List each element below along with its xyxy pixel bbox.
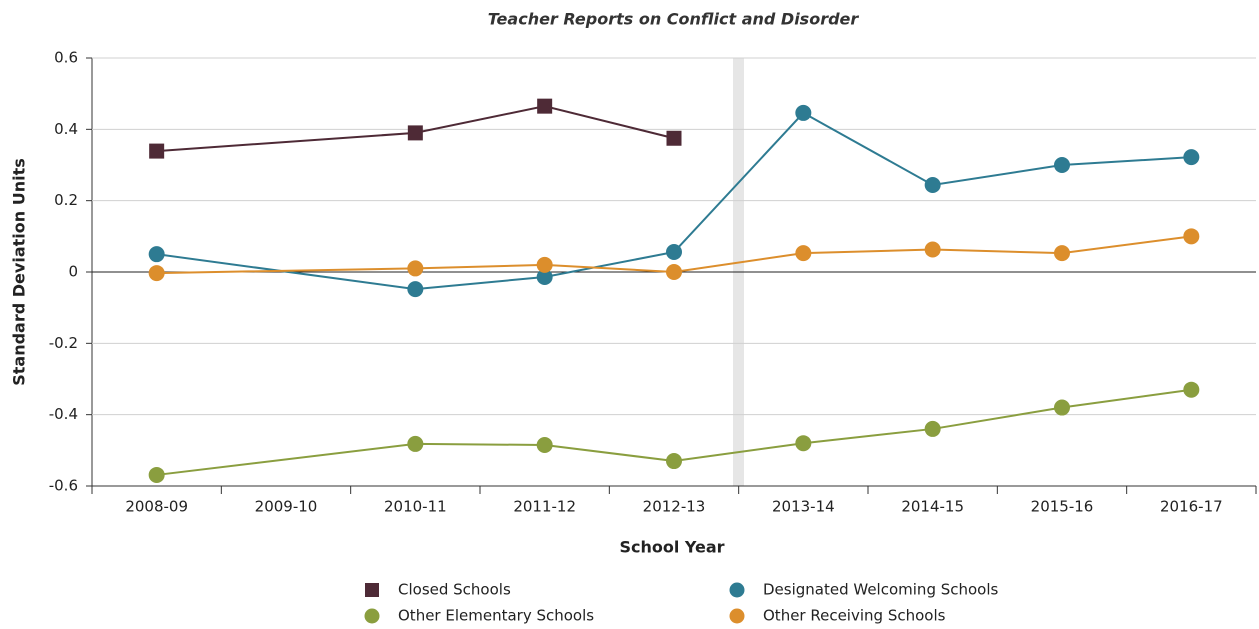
x-tick-label: 2014-15: [901, 498, 964, 516]
x-tick-label: 2011-12: [513, 498, 576, 516]
point-marker: [148, 246, 165, 263]
point-marker: [666, 453, 682, 470]
point-marker: [1183, 228, 1200, 245]
y-tick-label: 0.4: [54, 120, 78, 138]
x-axis-title: School Year: [619, 538, 724, 557]
point-marker: [1054, 399, 1070, 416]
legend-label: Closed Schools: [398, 581, 511, 599]
x-tick-label: 2012-13: [643, 498, 706, 516]
point-marker: [924, 176, 941, 193]
chart-title: Teacher Reports on Conflict and Disorder: [488, 10, 860, 29]
x-tick-label: 2009-10: [255, 498, 318, 516]
y-axis-title: Standard Deviation Units: [10, 158, 29, 386]
point-marker: [536, 268, 553, 285]
y-tick-label: 0: [68, 263, 78, 281]
legend-swatch: [729, 582, 745, 598]
legend-label: Other Receiving Schools: [763, 607, 946, 625]
y-tick-label: -0.4: [49, 405, 78, 423]
point-marker: [536, 256, 553, 273]
point-marker: [536, 436, 553, 453]
point-marker: [1054, 245, 1070, 262]
point-marker: [537, 98, 553, 114]
point-marker: [407, 125, 423, 141]
point-marker: [795, 245, 812, 262]
series-line: [156, 235, 1192, 275]
point-marker: [149, 143, 165, 159]
point-marker: [407, 435, 424, 452]
point-marker: [407, 260, 424, 277]
series-line: [156, 105, 675, 153]
point-marker: [666, 130, 682, 146]
x-tick-label: 2015-16: [1031, 498, 1094, 516]
point-marker: [666, 244, 682, 261]
legend-swatch: [365, 583, 379, 597]
point-marker: [148, 265, 165, 282]
point-marker: [924, 241, 941, 258]
legend-label: Designated Welcoming Schools: [763, 581, 999, 599]
legend-swatch: [729, 608, 745, 624]
x-tick-label: 2008-09: [125, 498, 188, 516]
x-tick-label: 2010-11: [384, 498, 447, 516]
point-marker: [1183, 381, 1200, 398]
y-tick-label: 0.2: [54, 191, 78, 209]
legend-swatch: [364, 608, 380, 624]
series-line: [156, 388, 1192, 476]
x-tick-label: 2016-17: [1160, 498, 1223, 516]
point-marker: [1054, 157, 1070, 173]
y-tick-label: -0.6: [49, 477, 78, 495]
point-marker: [1183, 149, 1200, 166]
x-tick-label: 2013-14: [772, 498, 835, 516]
point-marker: [148, 466, 165, 483]
point-marker: [795, 104, 812, 121]
point-marker: [924, 420, 941, 437]
series-line: [156, 111, 1192, 291]
legend-label: Other Elementary Schools: [398, 607, 594, 625]
point-marker: [666, 264, 682, 280]
point-marker: [407, 281, 424, 298]
point-marker: [795, 435, 812, 452]
y-tick-label: -0.2: [49, 334, 78, 352]
y-tick-label: 0.6: [54, 49, 78, 67]
